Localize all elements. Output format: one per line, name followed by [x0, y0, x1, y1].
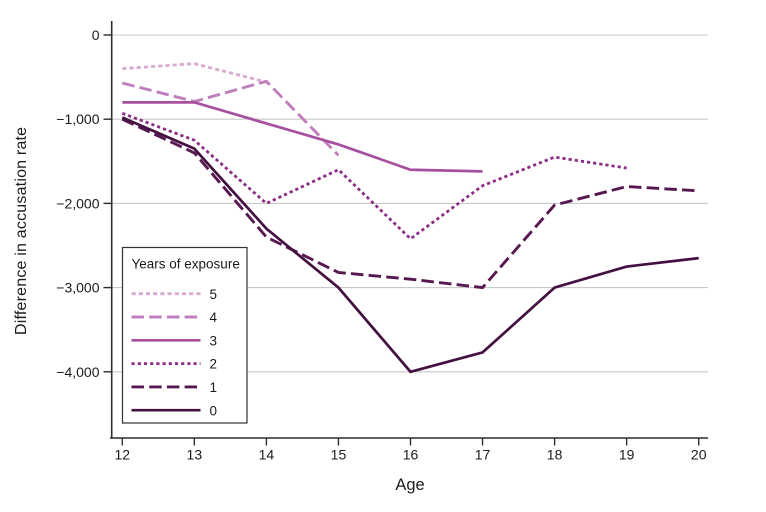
legend-item-5: 5	[131, 287, 218, 302]
x-tick-label: 14	[259, 447, 275, 463]
x-tick-label: 19	[619, 447, 635, 463]
y-axis-title: Difference in accusation rate	[13, 126, 30, 336]
legend-box	[121, 246, 248, 424]
y-tick-label: −4,000	[56, 364, 99, 380]
series-line-0	[121, 116, 699, 374]
x-tick-label: 20	[691, 447, 707, 463]
legend-item-0: 0	[131, 403, 218, 418]
series-line-3	[122, 101, 483, 173]
series-line-2	[121, 111, 627, 241]
legend-label-5: 5	[210, 287, 218, 302]
x-tick-label: 13	[187, 447, 203, 463]
series-lines	[121, 62, 699, 374]
x-tick-label: 18	[547, 447, 563, 463]
x-tick-label: 17	[475, 447, 491, 463]
y-tick-label: 0	[92, 27, 100, 43]
legend-label-1: 1	[210, 380, 218, 395]
x-tick-label: 12	[115, 447, 131, 463]
legend-label-2: 2	[210, 357, 218, 372]
legend-item-1: 1	[131, 380, 218, 395]
series-line-4	[121, 79, 340, 157]
legend-item-3: 3	[131, 333, 218, 348]
y-tick-label: −2,000	[56, 195, 99, 211]
series-line-5	[122, 62, 267, 84]
legend-label-3: 3	[210, 333, 218, 348]
legend-item-4: 4	[131, 310, 218, 325]
legend-item-2: 2	[131, 357, 218, 372]
legend-title: Years of exposure	[132, 257, 240, 272]
y-tick-label: −1,000	[56, 111, 99, 127]
x-tick-label: 16	[403, 447, 419, 463]
x-tick-label: 15	[331, 447, 347, 463]
x-axis-title: Age	[395, 476, 425, 494]
legend-label-0: 0	[210, 403, 218, 418]
legend: Years of exposure 5 4 3 2 1 0	[121, 246, 248, 424]
legend-label-4: 4	[210, 310, 218, 325]
series-line-1	[121, 117, 699, 290]
y-tick-label: −3,000	[56, 280, 99, 296]
